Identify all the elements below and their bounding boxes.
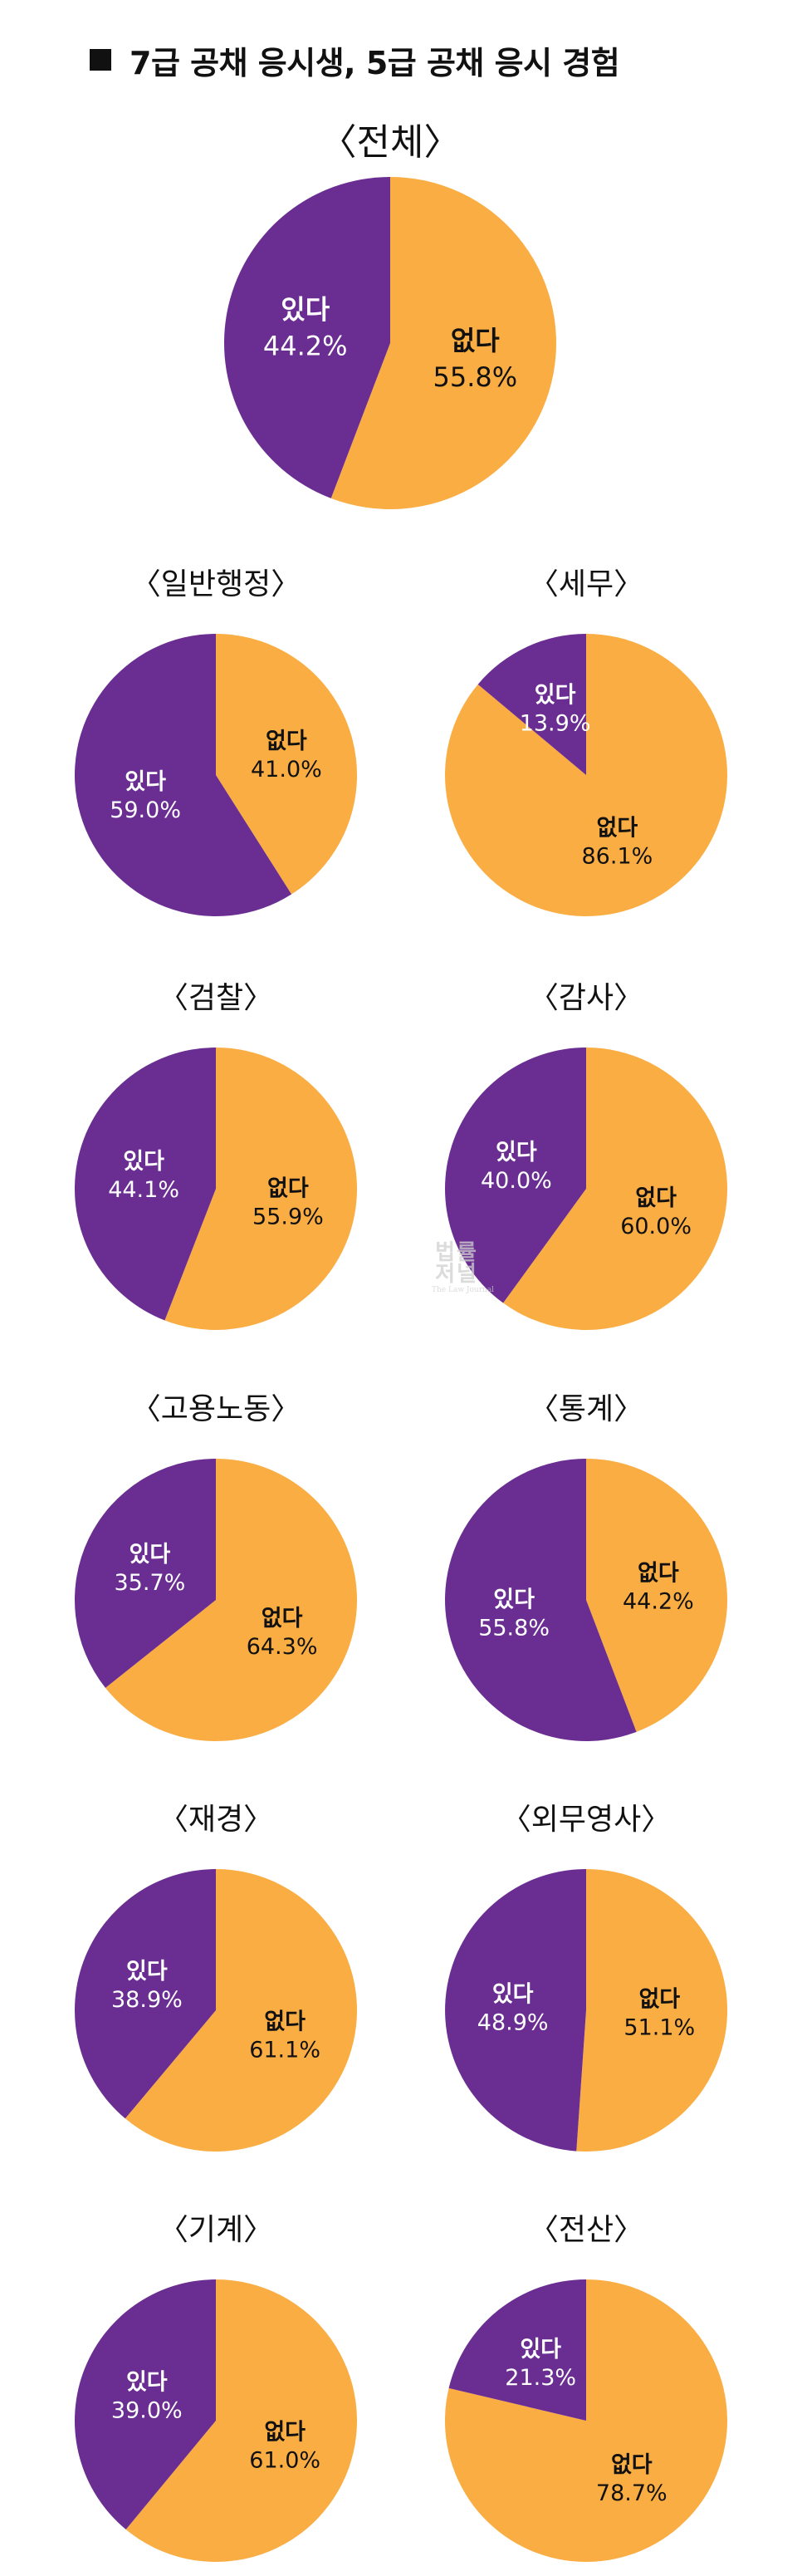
- slice-percent-label: 61.0%: [249, 2447, 320, 2473]
- slice-percent-label: 78.7%: [596, 2480, 667, 2506]
- pie-slice-yes: [75, 1869, 216, 2119]
- slice-label: 있다: [492, 1981, 534, 2007]
- watermark-logo: 법률저널 The Law Journal: [432, 1240, 495, 1295]
- slice-percent-label: 44.2%: [263, 330, 348, 361]
- watermark-main-text: 법률저널: [435, 1240, 478, 1287]
- chart-title: 〈전산〉: [529, 2213, 643, 2247]
- pie-slice-no: [125, 2279, 357, 2562]
- pie-slice-no: [445, 634, 728, 917]
- slice-percent-label: 55.9%: [252, 1205, 324, 1230]
- pie-slice-yes: [448, 2279, 586, 2421]
- slice-label: 없다: [638, 1560, 679, 1586]
- pie-slice-no: [216, 634, 358, 895]
- slice-percent-label: 48.9%: [477, 2009, 549, 2035]
- chart-title: 〈고용노동〉: [131, 1392, 301, 1426]
- slice-label: 없다: [597, 816, 638, 841]
- slice-percent-label: 60.0%: [620, 1214, 692, 1239]
- slice-percent-label: 13.9%: [520, 710, 591, 736]
- slice-label: 있다: [123, 1149, 164, 1175]
- chart-title: 〈검찰〉: [159, 981, 273, 1015]
- slice-label: 없다: [264, 2009, 306, 2035]
- pie-chart: 〈전체〉 없다 55.8% 있다 44.2%: [223, 121, 556, 509]
- pie-slice-yes: [477, 634, 586, 775]
- slice-label: 없다: [638, 1987, 680, 2013]
- slice-label: 없다: [611, 2452, 653, 2478]
- pie-slice-yes: [223, 177, 390, 498]
- slice-percent-label: 38.9%: [111, 1987, 183, 2013]
- pie-chart: 〈감사〉 없다 60.0% 있다 40.0%: [445, 981, 728, 1331]
- slice-label: 있다: [520, 2337, 561, 2363]
- slice-label: 있다: [281, 293, 330, 325]
- slice-label: 있다: [496, 1140, 537, 1165]
- slice-label: 있다: [493, 1587, 535, 1613]
- watermark-sub-text: The Law Journal: [432, 1286, 495, 1294]
- pie-slice-no: [164, 1047, 358, 1331]
- pie-slice-no: [125, 1869, 358, 2152]
- chart-title: 〈통계〉: [529, 1392, 643, 1426]
- slice-label: 있다: [126, 2370, 168, 2396]
- slice-percent-label: 55.8%: [433, 361, 517, 393]
- slice-label: 없다: [264, 2419, 306, 2445]
- slice-label: 없다: [266, 729, 307, 754]
- slice-percent-label: 44.1%: [108, 1177, 179, 1203]
- page-title: 7급 공채 응시생, 5급 공채 응시 경험: [130, 44, 620, 81]
- pie-slice-no: [586, 1459, 728, 1732]
- pie-slice-yes: [75, 634, 292, 916]
- chart-title: 〈기계〉: [159, 2213, 273, 2247]
- slice-percent-label: 41.0%: [251, 757, 322, 783]
- slice-percent-label: 51.1%: [623, 2015, 695, 2041]
- pie-slice-yes: [445, 1459, 637, 1741]
- pie-slice-no: [330, 177, 556, 509]
- pie-slice-yes: [445, 1869, 586, 2152]
- slice-percent-label: 35.7%: [115, 1570, 186, 1596]
- chart-title: 〈감사〉: [529, 981, 643, 1015]
- slice-label: 있다: [130, 1542, 171, 1568]
- pie-slice-yes: [445, 1048, 586, 1303]
- slice-label: 있다: [125, 769, 166, 795]
- slice-label: 없다: [267, 1176, 309, 1202]
- slice-label: 없다: [451, 325, 500, 356]
- slice-percent-label: 86.1%: [582, 844, 653, 870]
- slice-percent-label: 44.2%: [623, 1588, 694, 1614]
- slice-label: 없다: [635, 1185, 677, 1211]
- pie-slice-yes: [74, 2279, 216, 2529]
- chart-title: 〈일반행정〉: [131, 567, 301, 601]
- slice-percent-label: 59.0%: [110, 797, 181, 823]
- slice-label: 있다: [126, 1959, 168, 1985]
- pie-slice-no: [576, 1869, 728, 2152]
- slice-label: 있다: [535, 682, 576, 708]
- slice-percent-label: 39.0%: [111, 2398, 183, 2424]
- slice-percent-label: 55.8%: [478, 1616, 550, 1641]
- slice-percent-label: 64.3%: [247, 1634, 318, 1660]
- slice-percent-label: 21.3%: [505, 2365, 576, 2391]
- slice-percent-label: 61.1%: [249, 2038, 320, 2063]
- header: 7급 공채 응시생, 5급 공채 응시 경험: [90, 42, 620, 81]
- chart-title: 〈전체〉: [320, 121, 461, 164]
- pie-slice-no: [503, 1048, 728, 1331]
- chart-title: 〈외무영사〉: [501, 1803, 671, 1837]
- slice-label: 없다: [262, 1606, 303, 1631]
- pie-slice-no: [105, 1459, 357, 1741]
- chart-title: 〈재경〉: [159, 1803, 273, 1837]
- chart-title: 〈세무〉: [529, 567, 643, 601]
- pie-slice-yes: [74, 1459, 216, 1688]
- pie-slice-no: [444, 2279, 727, 2562]
- title-bullet-square: [90, 49, 111, 71]
- slice-percent-label: 40.0%: [481, 1168, 552, 1194]
- pie-slice-yes: [75, 1048, 216, 1321]
